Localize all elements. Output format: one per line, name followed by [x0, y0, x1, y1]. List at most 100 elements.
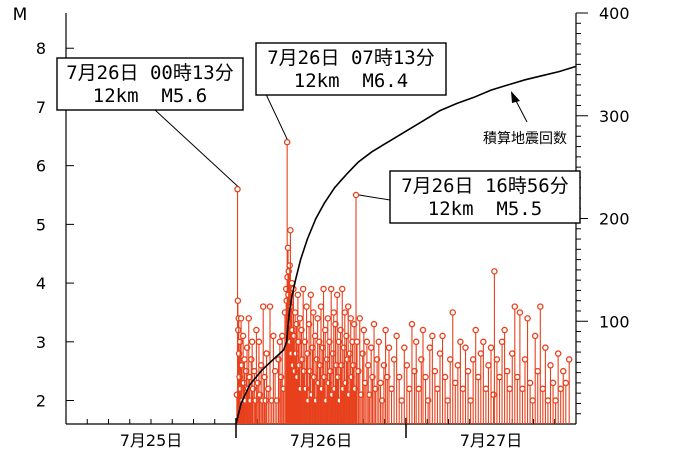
- event-marker: [254, 379, 262, 387]
- event-marker: [309, 344, 316, 351]
- event-marker: [531, 332, 539, 340]
- event-marker: [415, 385, 422, 393]
- event-marker: [441, 373, 449, 381]
- cumulative-label: 積算地震回数: [483, 131, 567, 147]
- event-marker: [240, 379, 248, 387]
- event-marker: [261, 373, 268, 381]
- event-marker: [508, 350, 516, 357]
- event-marker: [359, 350, 366, 357]
- event-marker: [299, 356, 306, 363]
- event-marker: [464, 367, 472, 375]
- event-marker: [276, 338, 284, 346]
- event-marker: [422, 373, 429, 381]
- event-marker: [472, 326, 479, 334]
- event-marker: [560, 367, 567, 375]
- event-marker: [294, 291, 302, 299]
- event-marker: [333, 362, 340, 369]
- event-marker: [347, 315, 354, 322]
- event-marker: [457, 338, 464, 346]
- event-marker: [477, 350, 485, 357]
- event-marker: [459, 385, 467, 393]
- event-marker: [562, 379, 570, 387]
- event-marker: [429, 332, 436, 340]
- event-marker: [462, 344, 469, 351]
- event-marker: [287, 226, 294, 234]
- event-marker: [501, 326, 508, 334]
- event-marker: [259, 303, 267, 310]
- event-marker: [398, 397, 405, 404]
- event-marker: [552, 397, 559, 404]
- event-marker: [363, 338, 371, 346]
- annotation-box: [389, 170, 581, 224]
- cumulative-line: [235, 65, 577, 425]
- event-marker: [565, 356, 573, 363]
- event-marker: [314, 315, 321, 322]
- event-marker: [516, 309, 524, 316]
- left-tick-label: 4: [36, 274, 46, 293]
- event-marker: [557, 385, 564, 393]
- annotation-line2: 12km M5.6: [93, 85, 207, 107]
- event-marker: [549, 379, 557, 387]
- event-marker: [278, 332, 286, 340]
- event-marker: [340, 344, 348, 351]
- annotation-box: [56, 57, 244, 111]
- event-marker: [320, 285, 327, 293]
- right-tick-label: 100: [599, 312, 630, 331]
- annotation-line1: 7月26日 00時13分: [66, 62, 234, 84]
- event-marker: [329, 350, 337, 357]
- left-tick-label: 8: [36, 39, 46, 58]
- event-marker: [283, 138, 291, 146]
- event-marker: [485, 362, 492, 369]
- event-marker: [519, 385, 526, 393]
- event-marker: [367, 344, 375, 351]
- event-marker: [353, 338, 361, 346]
- left-tick-label: 7: [36, 98, 46, 117]
- event-marker: [454, 362, 462, 369]
- event-marker: [537, 303, 544, 310]
- right-tick-label: 200: [599, 210, 630, 229]
- event-marker: [270, 332, 277, 340]
- event-marker: [452, 379, 459, 387]
- event-marker: [521, 356, 529, 363]
- event-marker: [498, 338, 506, 346]
- event-marker: [524, 315, 531, 322]
- event-marker: [436, 350, 444, 357]
- event-marker: [401, 344, 408, 351]
- event-marker: [330, 309, 337, 316]
- event-marker: [317, 303, 325, 310]
- event-marker: [377, 379, 384, 387]
- event-marker: [236, 338, 244, 346]
- cumulative-arrowhead: [511, 91, 520, 103]
- event-marker: [306, 367, 314, 375]
- left-axis-label: M: [13, 5, 28, 25]
- event-marker: [365, 362, 372, 369]
- event-marker: [334, 373, 342, 381]
- event-marker: [286, 262, 293, 269]
- annotation-line1: 7月26日 16時56分: [401, 175, 569, 197]
- event-marker: [321, 373, 328, 381]
- x-tick-label: 7月27日: [460, 431, 523, 450]
- event-marker: [344, 303, 352, 310]
- event-marker: [350, 320, 358, 328]
- event-marker: [388, 385, 395, 393]
- event-marker: [434, 385, 441, 393]
- event-marker: [290, 332, 298, 340]
- event-marker: [253, 326, 260, 334]
- event-marker: [257, 362, 265, 369]
- event-marker: [547, 362, 554, 369]
- annotation-leader: [154, 109, 238, 187]
- event-marker: [403, 362, 411, 369]
- event-marker: [291, 309, 299, 316]
- event-marker: [234, 185, 241, 193]
- event-marker: [248, 338, 256, 346]
- event-marker: [344, 356, 351, 363]
- event-marker: [360, 326, 368, 334]
- event-marker: [469, 356, 477, 363]
- event-marker: [234, 297, 242, 304]
- event-marker: [262, 397, 269, 404]
- event-marker: [390, 356, 398, 363]
- event-marker: [307, 291, 315, 299]
- event-marker: [284, 244, 292, 252]
